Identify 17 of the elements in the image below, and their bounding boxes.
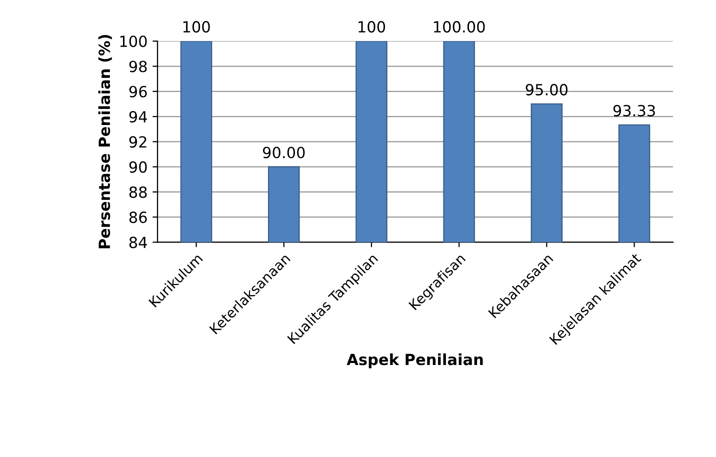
data-label: 95.00 (526, 84, 568, 96)
y-tick-label: 88 (129, 186, 147, 198)
y-tick-label: 100 (120, 36, 147, 48)
data-label: 93.33 (613, 104, 655, 116)
y-tick-label: 92 (129, 136, 146, 148)
x-axis-title: Aspek Penilaian (346, 353, 483, 368)
y-axis-title: Persentase Penilaian (%) (98, 34, 112, 248)
data-label: 100.00 (434, 21, 485, 33)
y-tick-label: 90 (129, 161, 147, 173)
data-label: 90.00 (262, 146, 305, 158)
data-label: 100 (358, 21, 386, 33)
y-tick-label: 84 (129, 236, 147, 248)
y-tick-label: 98 (129, 60, 147, 72)
y-tick-label: 94 (129, 111, 147, 123)
y-tick-label: 86 (129, 212, 147, 224)
y-tick-label: 96 (129, 86, 147, 98)
data-label: 100 (183, 21, 210, 33)
